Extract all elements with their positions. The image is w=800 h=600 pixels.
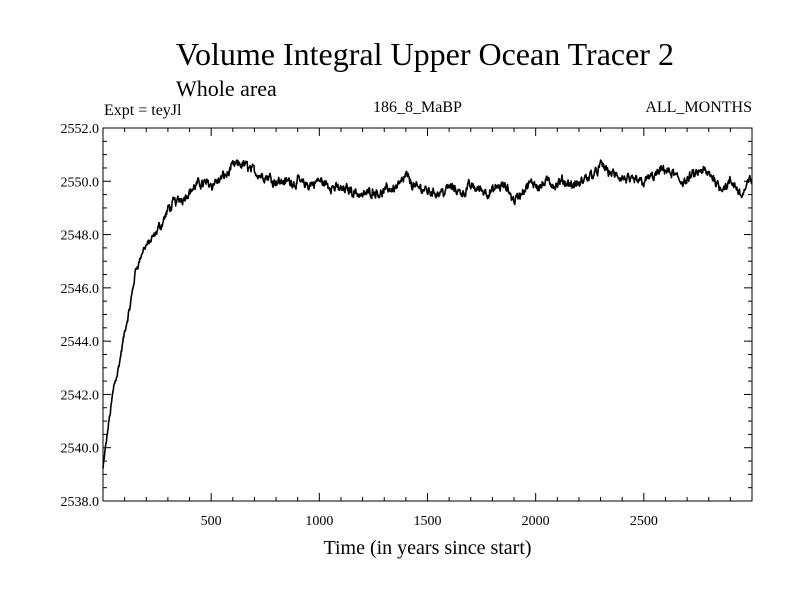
months-label: ALL_MONTHS [645, 99, 752, 116]
chart-title: Volume Integral Upper Ocean Tracer 2 [176, 36, 674, 72]
x-tick-label: 500 [201, 514, 222, 529]
y-tick-label: 2540.0 [61, 442, 100, 457]
y-tick-label: 2538.0 [61, 495, 100, 510]
x-axis-label: Time (in years since start) [323, 537, 532, 559]
x-tick-label: 2500 [630, 514, 658, 529]
y-tick-label: 2544.0 [61, 335, 100, 350]
x-tick-label: 1000 [305, 514, 333, 529]
plot-frame [102, 127, 753, 502]
axis-tick-labels: 2538.0 2540.0 2542.0 2544.0 2546.0 2548.0 2550… [61, 122, 658, 529]
x-tick-label: 2000 [522, 514, 550, 529]
y-tick-label: 2542.0 [61, 388, 100, 403]
axis-ticks [103, 127, 752, 502]
experiment-label: Expt = teyJl [104, 102, 182, 119]
y-tick-label: 2548.0 [61, 229, 100, 244]
series-line [102, 159, 753, 469]
y-tick-label: 2546.0 [61, 282, 100, 297]
x-tick-label: 1500 [414, 514, 442, 529]
y-tick-label: 2552.0 [61, 122, 100, 137]
period-label: 186_8_MaBP [373, 99, 462, 116]
chart-subtitle: Whole area [176, 76, 277, 101]
y-tick-label: 2550.0 [61, 175, 100, 190]
